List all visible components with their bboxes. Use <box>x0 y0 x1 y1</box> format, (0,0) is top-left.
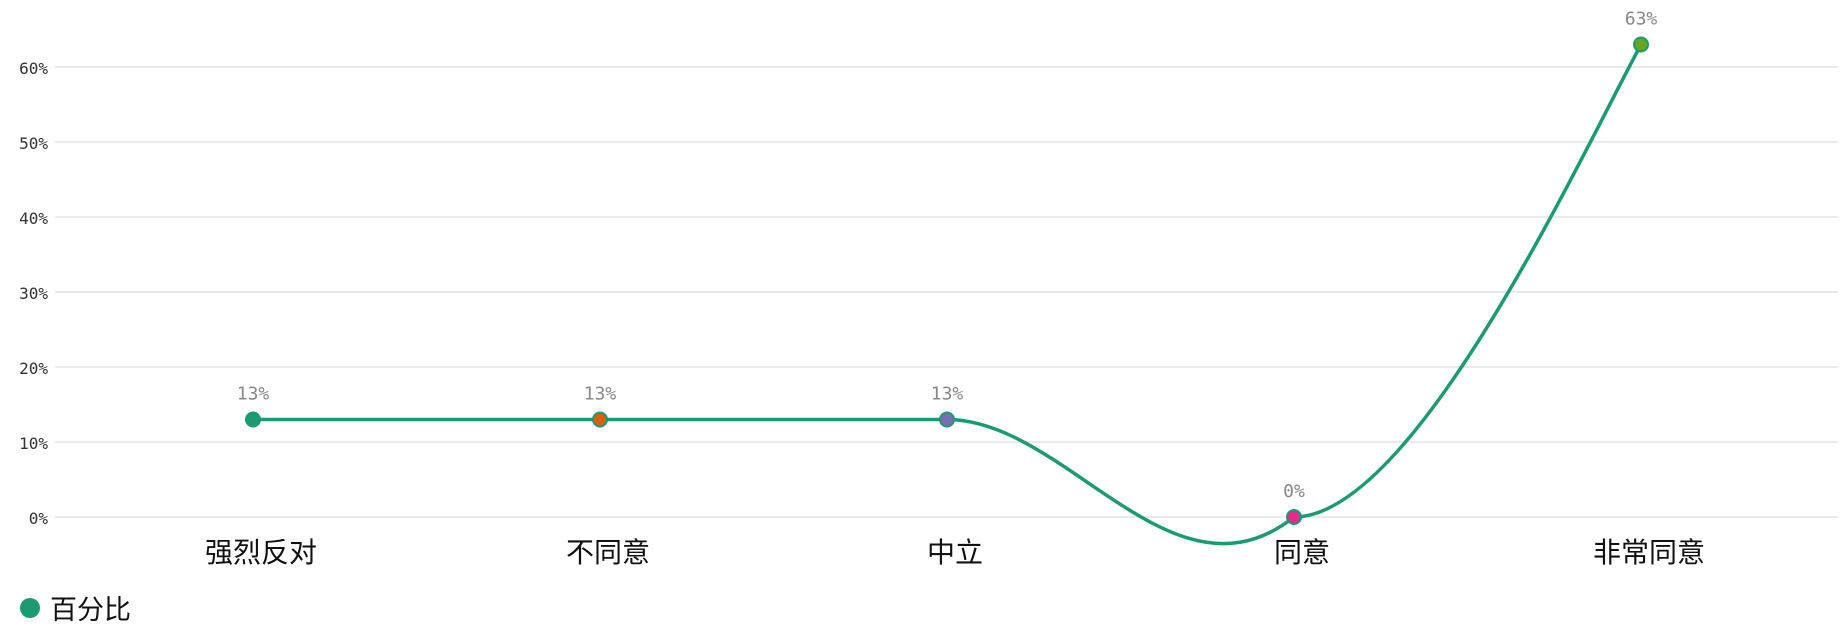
legend-label: 百分比 <box>50 595 131 626</box>
series-line <box>253 43 1643 546</box>
data-point <box>1286 509 1302 525</box>
y-tick-label: 40% <box>19 209 48 228</box>
data-point <box>245 411 261 428</box>
x-tick-label: 非常同意 <box>1593 536 1705 569</box>
data-label: 13% <box>237 384 270 405</box>
data-label: 63% <box>1625 9 1658 30</box>
x-tick-label: 不同意 <box>566 536 650 569</box>
legend: 百分比 <box>20 588 131 627</box>
legend-marker <box>20 597 40 618</box>
x-tick-label: 中立 <box>927 536 983 569</box>
x-tick-label: 同意 <box>1274 536 1330 569</box>
x-tick-label: 强烈反对 <box>205 536 317 569</box>
y-tick-label: 60% <box>19 59 48 78</box>
data-point <box>939 411 955 428</box>
y-tick-label: 50% <box>19 134 48 153</box>
y-tick-label: 20% <box>19 359 48 378</box>
data-point <box>1633 36 1649 53</box>
data-label: 13% <box>931 384 964 405</box>
y-tick-label: 0% <box>29 509 49 528</box>
data-point <box>592 411 608 428</box>
data-label: 13% <box>584 384 617 405</box>
data-label: 0% <box>1283 481 1305 502</box>
y-tick-label: 10% <box>19 434 48 453</box>
y-tick-label: 30% <box>19 284 48 303</box>
